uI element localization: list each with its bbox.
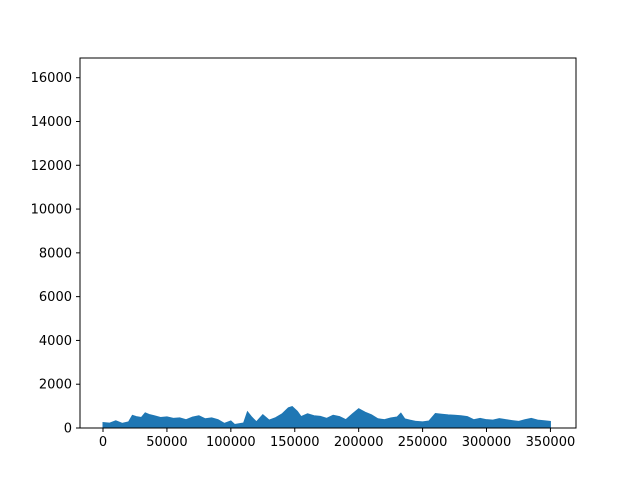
x-tick-label-3: 150000 [270,435,320,450]
y-tick-label-0: 0 [64,422,72,437]
y-tick-label-8: 16000 [31,71,72,86]
y-tick-label-5: 10000 [31,203,72,218]
y-axis: 0 2000 4000 6000 8000 10000 12000 14000 16000 [31,71,80,437]
x-axis: 0 50000 100000 150000 200000 250000 300000 3500… [99,428,575,450]
y-tick-label-3: 6000 [39,290,72,305]
x-tick-label-2: 100000 [206,435,256,450]
y-tick-label-7: 14000 [31,115,72,130]
x-tick-label-1: 50000 [146,435,187,450]
y-tick-label-6: 12000 [31,159,72,174]
x-tick-label-4: 200000 [334,435,384,450]
plot-area [102,405,551,429]
x-tick-label-5: 250000 [398,435,448,450]
y-tick-label-2: 4000 [39,334,72,349]
y-tick-label-1: 2000 [39,378,72,393]
x-tick-label-0: 0 [99,435,107,450]
x-tick-label-7: 350000 [526,435,576,450]
series-line-0 [102,405,551,429]
x-tick-label-6: 300000 [462,435,512,450]
axes-frame [79,57,577,429]
y-tick-label-4: 8000 [39,246,72,261]
